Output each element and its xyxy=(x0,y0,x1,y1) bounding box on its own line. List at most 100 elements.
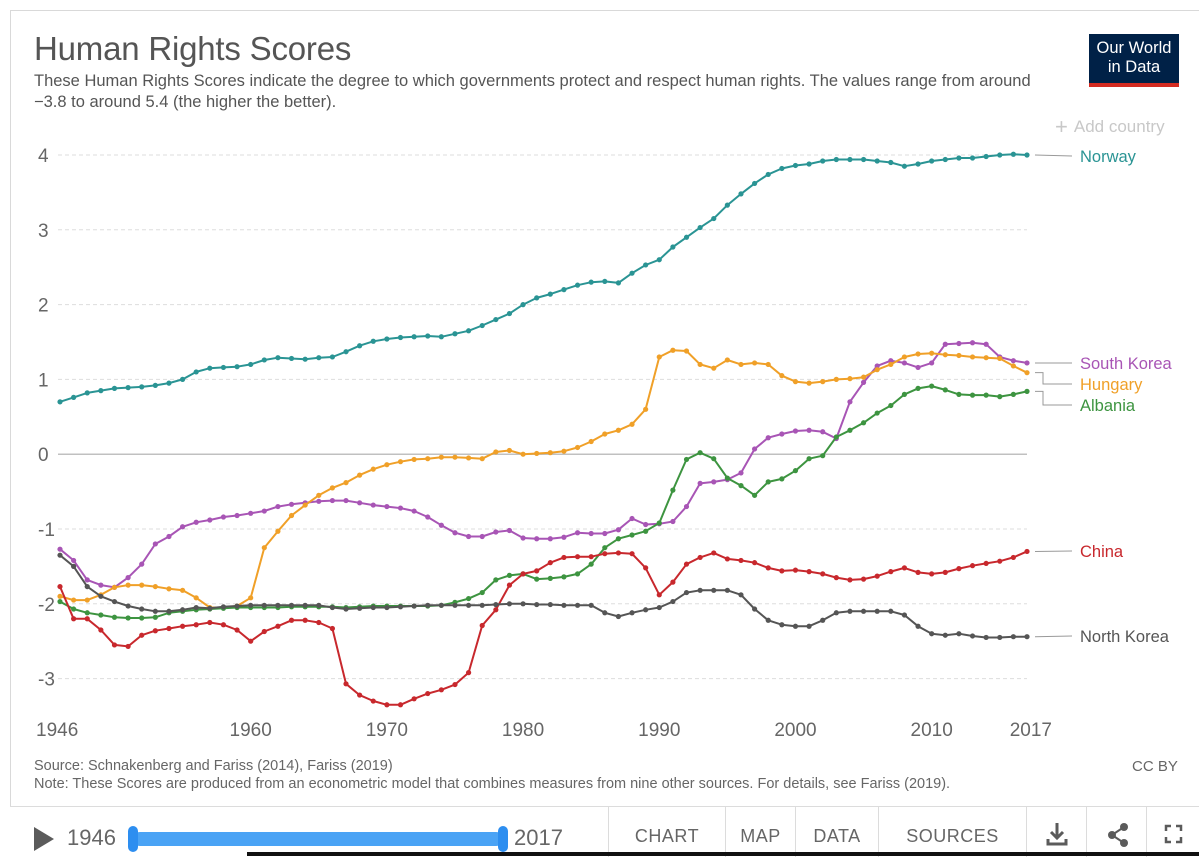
data-point xyxy=(616,280,621,285)
data-point xyxy=(575,571,580,576)
data-point xyxy=(738,592,743,597)
data-point xyxy=(589,603,594,608)
data-point xyxy=(602,610,607,615)
data-point xyxy=(125,603,130,608)
data-point xyxy=(425,333,430,338)
data-point xyxy=(657,592,662,597)
series-line-albania xyxy=(60,386,1027,618)
data-point xyxy=(166,534,171,539)
data-point xyxy=(180,377,185,382)
data-point xyxy=(725,203,730,208)
data-point xyxy=(997,394,1002,399)
data-point xyxy=(398,505,403,510)
fullscreen-icon xyxy=(1147,807,1199,857)
data-point xyxy=(875,367,880,372)
data-point xyxy=(888,609,893,614)
grid-lines xyxy=(58,155,1027,679)
data-point xyxy=(112,585,117,590)
data-point xyxy=(384,605,389,610)
x-tick-label: 2017 xyxy=(1010,720,1052,741)
data-point xyxy=(548,602,553,607)
data-point xyxy=(480,603,485,608)
end-year-handle[interactable] xyxy=(498,826,508,852)
download-button[interactable] xyxy=(1026,807,1086,857)
data-point xyxy=(303,603,308,608)
data-point xyxy=(711,479,716,484)
data-point xyxy=(779,476,784,481)
start-year-handle[interactable] xyxy=(128,826,138,852)
data-point xyxy=(670,580,675,585)
data-point xyxy=(493,529,498,534)
tab-data[interactable]: DATA xyxy=(795,807,878,857)
y-tick-label: 2 xyxy=(38,296,49,317)
data-point xyxy=(956,631,961,636)
share-button[interactable] xyxy=(1086,807,1146,857)
data-point xyxy=(194,520,199,525)
data-point xyxy=(125,385,130,390)
data-point xyxy=(929,351,934,356)
data-point xyxy=(561,449,566,454)
tab-map[interactable]: MAP xyxy=(725,807,795,857)
data-point xyxy=(929,384,934,389)
data-point xyxy=(221,365,226,370)
data-point xyxy=(629,551,634,556)
license-link[interactable]: CC BY xyxy=(1132,758,1178,775)
data-point xyxy=(452,530,457,535)
data-point xyxy=(834,377,839,382)
data-point xyxy=(861,609,866,614)
data-point xyxy=(493,602,498,607)
data-point xyxy=(820,618,825,623)
tab-sources[interactable]: SOURCES xyxy=(878,807,1026,857)
data-point xyxy=(166,626,171,631)
data-point xyxy=(85,616,90,621)
data-point xyxy=(643,565,648,570)
data-point xyxy=(725,588,730,593)
data-point xyxy=(793,163,798,168)
timeline-slider[interactable] xyxy=(133,832,503,846)
data-point xyxy=(507,573,512,578)
y-tick-label: -1 xyxy=(38,520,55,541)
data-point xyxy=(657,257,662,262)
y-tick-label: -2 xyxy=(38,595,55,616)
data-point xyxy=(561,574,566,579)
data-point xyxy=(806,381,811,386)
tab-chart[interactable]: CHART xyxy=(608,807,725,857)
data-point xyxy=(371,698,376,703)
data-point xyxy=(534,602,539,607)
series-albania xyxy=(57,384,1029,621)
label-connector xyxy=(1035,373,1072,384)
data-point xyxy=(548,292,553,297)
data-point xyxy=(207,620,212,625)
data-point xyxy=(98,388,103,393)
data-point xyxy=(793,568,798,573)
data-point xyxy=(194,595,199,600)
data-point xyxy=(112,615,117,620)
fullscreen-button[interactable] xyxy=(1146,807,1199,857)
data-point xyxy=(629,610,634,615)
data-point xyxy=(248,511,253,516)
data-point xyxy=(98,612,103,617)
data-point xyxy=(357,500,362,505)
data-point xyxy=(85,390,90,395)
data-point xyxy=(861,380,866,385)
data-point xyxy=(412,508,417,513)
data-point xyxy=(507,583,512,588)
data-point xyxy=(71,558,76,563)
data-point xyxy=(166,381,171,386)
data-point xyxy=(507,528,512,533)
data-point xyxy=(698,588,703,593)
data-point xyxy=(139,606,144,611)
data-point xyxy=(956,155,961,160)
data-point xyxy=(915,351,920,356)
data-point xyxy=(766,565,771,570)
data-point xyxy=(412,457,417,462)
data-point xyxy=(125,644,130,649)
data-point xyxy=(493,449,498,454)
data-point xyxy=(166,609,171,614)
play-icon[interactable] xyxy=(34,827,54,851)
data-point xyxy=(984,635,989,640)
data-point xyxy=(888,160,893,165)
data-point xyxy=(970,393,975,398)
data-point xyxy=(534,568,539,573)
